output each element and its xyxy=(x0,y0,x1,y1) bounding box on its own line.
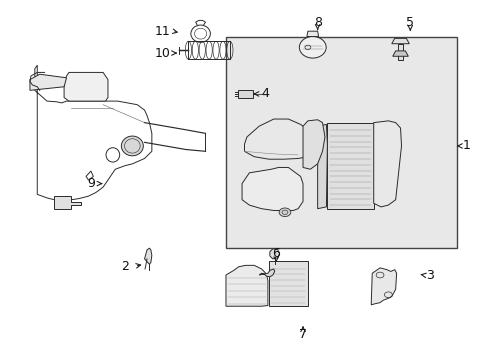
Text: 7: 7 xyxy=(298,328,306,341)
Polygon shape xyxy=(238,90,252,98)
Ellipse shape xyxy=(299,37,325,58)
Polygon shape xyxy=(225,265,267,306)
Bar xyxy=(268,261,307,306)
Polygon shape xyxy=(30,74,66,90)
Polygon shape xyxy=(244,119,317,159)
Bar xyxy=(225,37,456,248)
Polygon shape xyxy=(259,269,274,277)
Polygon shape xyxy=(373,121,401,207)
Polygon shape xyxy=(392,51,407,56)
Polygon shape xyxy=(144,248,152,264)
Polygon shape xyxy=(391,39,408,44)
Text: 11: 11 xyxy=(154,25,170,38)
Text: 6: 6 xyxy=(272,247,280,260)
Polygon shape xyxy=(303,120,325,169)
Ellipse shape xyxy=(121,136,143,156)
Text: 8: 8 xyxy=(313,16,321,29)
Polygon shape xyxy=(242,167,303,211)
Polygon shape xyxy=(317,125,327,209)
Text: 10: 10 xyxy=(154,46,170,59)
Bar xyxy=(327,123,373,209)
Circle shape xyxy=(279,208,290,217)
Text: 1: 1 xyxy=(462,139,469,152)
Text: 3: 3 xyxy=(425,269,433,282)
Polygon shape xyxy=(64,72,108,101)
Text: 9: 9 xyxy=(87,177,95,190)
Polygon shape xyxy=(370,268,396,305)
Polygon shape xyxy=(397,44,402,60)
Polygon shape xyxy=(269,249,279,259)
Text: 2: 2 xyxy=(121,260,129,273)
Polygon shape xyxy=(306,31,318,37)
Polygon shape xyxy=(54,196,81,209)
Text: 4: 4 xyxy=(261,87,268,100)
Text: 5: 5 xyxy=(406,16,413,29)
